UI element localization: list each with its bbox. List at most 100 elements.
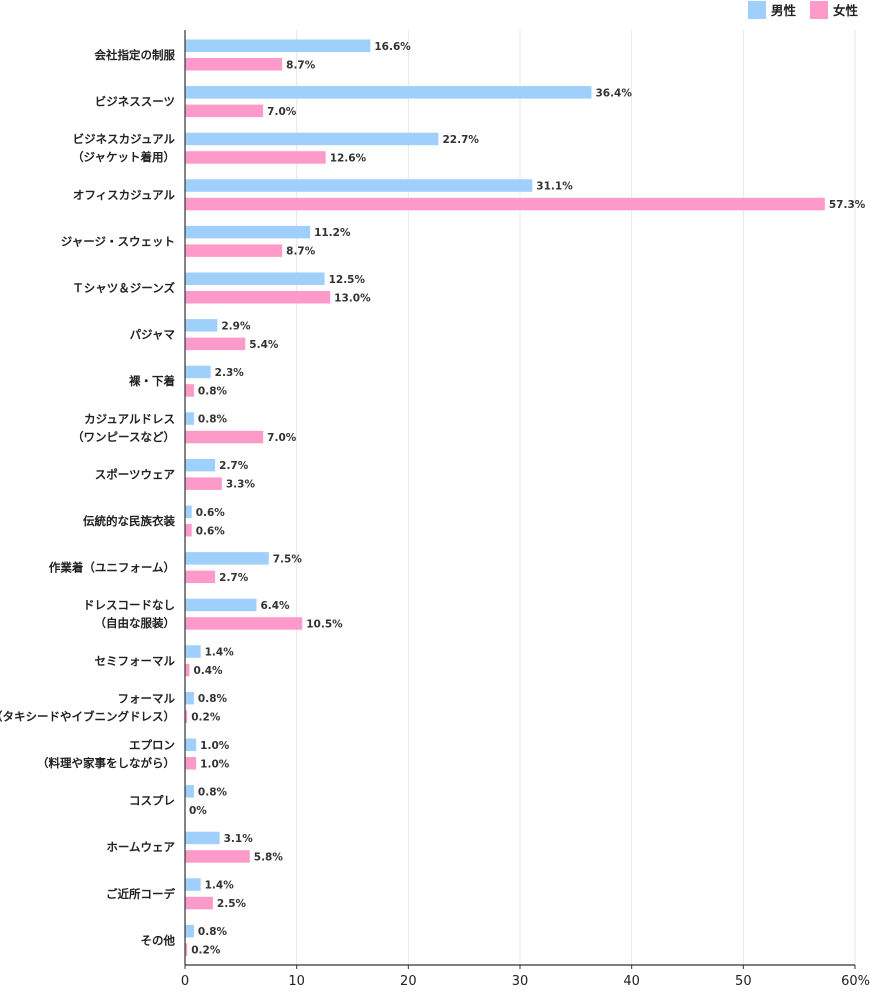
value-label-s1-12: 10.5% <box>306 618 343 630</box>
value-label-s1-5: 13.0% <box>334 292 371 304</box>
value-label-s0-10: 0.6% <box>196 507 226 519</box>
value-label-s0-5: 12.5% <box>329 274 366 286</box>
category-label-2-1: （ジャケット着用） <box>72 150 175 164</box>
value-label-s1-8: 7.0% <box>267 432 297 444</box>
value-label-s1-19: 0.2% <box>191 945 221 957</box>
category-label-17-0: ホームウェア <box>106 840 175 854</box>
value-label-s1-11: 2.7% <box>219 572 249 584</box>
bar-s1-8 <box>185 430 264 444</box>
bar-s1-2 <box>185 151 326 164</box>
bar-s0-2 <box>185 132 439 146</box>
legend-label-0: 男性 <box>771 3 797 18</box>
value-label-s1-17: 5.8% <box>254 851 284 863</box>
value-label-s0-17: 3.1% <box>224 833 254 845</box>
bar-s0-9 <box>185 458 216 472</box>
bar-s0-0 <box>185 39 371 52</box>
value-label-s1-6: 5.4% <box>249 339 279 351</box>
value-label-s0-7: 2.3% <box>215 367 245 379</box>
category-label-9-0: スポーツウェア <box>95 467 176 481</box>
x-tick-label-1: 10 <box>288 974 305 989</box>
category-label-12-1: （自由な服装） <box>95 616 176 630</box>
value-label-s0-3: 31.1% <box>536 181 573 193</box>
x-tick-label-6: 60% <box>841 974 870 989</box>
bar-s0-16 <box>185 785 194 798</box>
legend-swatch-1 <box>810 1 828 19</box>
bar-s1-7 <box>185 384 194 397</box>
x-tick-label-5: 50 <box>735 974 752 989</box>
bar-s1-14 <box>185 710 188 723</box>
legend-swatch-0 <box>748 1 766 19</box>
category-label-8-1: （ワンピースなど） <box>72 430 175 444</box>
bar-s0-1 <box>185 86 592 99</box>
bar-s0-17 <box>185 831 220 845</box>
category-label-3-0: オフィスカジュアル <box>73 188 176 202</box>
bar-s1-9 <box>185 477 222 490</box>
bar-s0-19 <box>185 924 194 938</box>
value-label-s1-16: 0% <box>189 805 207 817</box>
value-label-s1-3: 57.3% <box>829 199 866 211</box>
value-label-s1-10: 0.6% <box>196 525 226 537</box>
category-label-4-0: ジャージ・スウェット <box>61 234 175 248</box>
category-label-15-0: エプロン <box>129 738 175 752</box>
category-label-11-0: 作業着（ユニフォーム） <box>49 561 175 575</box>
x-tick-label-3: 30 <box>512 974 529 989</box>
value-label-s1-2: 12.6% <box>330 152 367 164</box>
bar-s1-17 <box>185 850 250 863</box>
value-label-s0-8: 0.8% <box>198 414 228 426</box>
value-label-s1-18: 2.5% <box>217 898 247 910</box>
bar-s1-0 <box>185 58 283 71</box>
bar-s0-8 <box>185 412 194 425</box>
value-label-s1-7: 0.8% <box>198 385 228 397</box>
bar-s1-12 <box>185 617 303 630</box>
category-label-10-0: 伝統的な民族衣装 <box>83 514 175 528</box>
bar-s1-10 <box>185 524 192 537</box>
category-label-12-0: ドレスコードなし <box>83 598 175 612</box>
value-label-s1-14: 0.2% <box>191 712 221 724</box>
category-label-15-1: （料理や家事をしながら） <box>37 756 175 770</box>
category-label-19-0: その他 <box>141 933 176 947</box>
bar-s0-5 <box>185 272 325 285</box>
value-label-s0-9: 2.7% <box>219 460 249 472</box>
value-label-s1-1: 7.0% <box>267 106 297 118</box>
bar-s0-10 <box>185 505 192 518</box>
category-label-14-1: （タキシードやイブニングドレス） <box>0 709 175 723</box>
bar-s1-18 <box>185 896 213 910</box>
category-label-16-0: コスプレ <box>129 794 175 808</box>
value-label-s0-4: 11.2% <box>314 227 351 239</box>
bar-s0-13 <box>185 645 201 658</box>
bar-s0-11 <box>185 552 269 565</box>
category-label-13-0: セミフォーマル <box>95 654 176 668</box>
category-label-7-0: 裸・下着 <box>129 374 175 388</box>
bar-s0-18 <box>185 878 201 891</box>
value-label-s0-15: 1.0% <box>200 740 230 752</box>
value-label-s1-0: 8.7% <box>286 59 316 71</box>
value-label-s1-9: 3.3% <box>226 479 256 491</box>
value-label-s0-13: 1.4% <box>205 647 235 659</box>
value-label-s0-1: 36.4% <box>595 87 632 99</box>
category-label-2-0: ビジネスカジュアル <box>73 132 176 146</box>
value-label-s0-11: 7.5% <box>273 553 303 565</box>
value-label-s0-19: 0.8% <box>198 926 228 938</box>
category-label-18-0: ご近所コーデ <box>106 887 175 901</box>
bar-s1-4 <box>185 244 283 257</box>
bar-s0-7 <box>185 365 211 379</box>
bar-s1-6 <box>185 337 246 351</box>
value-label-s0-6: 2.9% <box>221 320 251 332</box>
category-label-14-0: フォーマル <box>118 691 176 705</box>
bar-s1-1 <box>185 104 264 118</box>
bar-s0-14 <box>185 691 194 705</box>
bar-s1-13 <box>185 663 190 677</box>
category-label-5-0: Ｔシャツ＆ジーンズ <box>72 281 175 295</box>
value-label-s1-13: 0.4% <box>193 665 223 677</box>
x-tick-label-0: 0 <box>181 974 189 989</box>
category-label-8-0: カジュアルドレス <box>84 412 175 426</box>
bar-s0-3 <box>185 179 533 192</box>
value-label-s1-15: 1.0% <box>200 758 230 770</box>
bar-s1-19 <box>185 943 188 956</box>
category-label-6-0: パジャマ <box>130 328 176 342</box>
bar-s1-15 <box>185 757 197 770</box>
x-tick-label-4: 40 <box>623 974 640 989</box>
value-label-s0-12: 6.4% <box>260 600 290 612</box>
bar-s0-15 <box>185 738 197 751</box>
